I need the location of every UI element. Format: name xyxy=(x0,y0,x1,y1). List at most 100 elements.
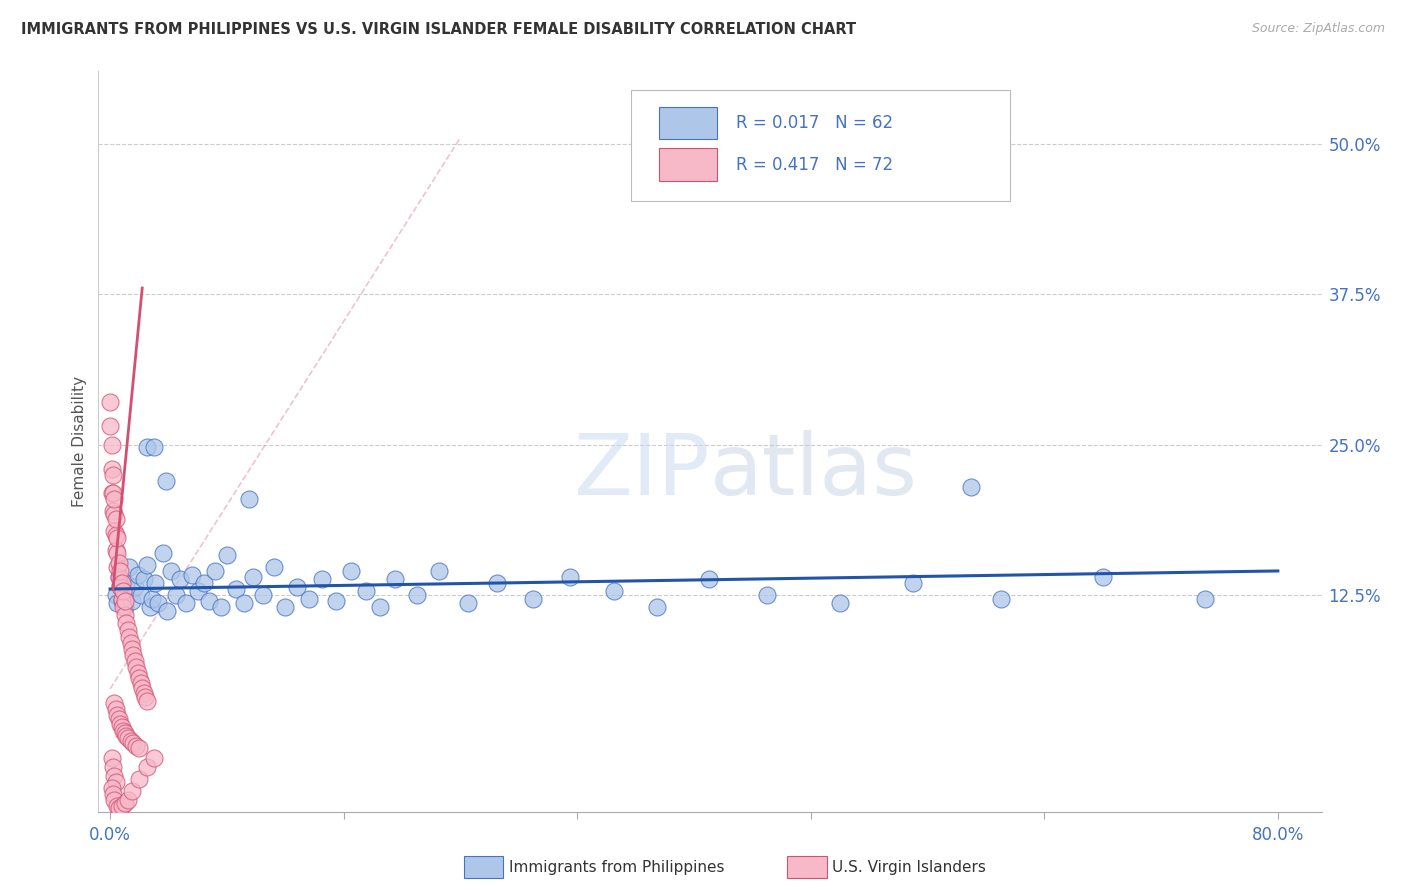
Point xyxy=(209,600,232,615)
Point xyxy=(111,594,134,608)
Point xyxy=(100,461,122,475)
Text: IMMIGRANTS FROM PHILIPPINES VS U.S. VIRGIN ISLANDER FEMALE DISABILITY CORRELATIO: IMMIGRANTS FROM PHILIPPINES VS U.S. VIRG… xyxy=(21,22,856,37)
Point xyxy=(103,524,125,539)
Point xyxy=(165,588,187,602)
FancyBboxPatch shape xyxy=(658,107,717,139)
Point xyxy=(101,787,124,801)
Point xyxy=(132,573,155,587)
Point xyxy=(131,681,153,695)
Point xyxy=(118,560,141,574)
Point xyxy=(215,549,238,563)
Point xyxy=(108,712,131,726)
Point xyxy=(252,588,274,602)
Point xyxy=(114,608,136,623)
Point xyxy=(112,584,135,599)
Text: R = 0.417   N = 72: R = 0.417 N = 72 xyxy=(735,155,893,174)
Point xyxy=(368,600,391,615)
Point xyxy=(124,654,146,668)
Point xyxy=(128,772,150,787)
Point xyxy=(105,560,128,574)
Point xyxy=(129,676,152,690)
Point xyxy=(121,594,143,608)
Point xyxy=(340,564,363,578)
Point xyxy=(104,774,127,789)
Point xyxy=(135,760,157,774)
Point xyxy=(114,600,136,615)
Point xyxy=(274,600,297,615)
Point xyxy=(104,702,127,716)
Point xyxy=(111,798,134,813)
Point xyxy=(111,591,134,606)
Point xyxy=(112,584,135,599)
Point xyxy=(117,623,139,637)
Point xyxy=(104,528,127,542)
Point xyxy=(238,491,260,506)
Text: Source: ZipAtlas.com: Source: ZipAtlas.com xyxy=(1251,22,1385,36)
Point xyxy=(325,594,347,608)
Point xyxy=(152,546,174,560)
Text: Immigrants from Philippines: Immigrants from Philippines xyxy=(509,860,724,874)
Point xyxy=(98,419,121,434)
Point xyxy=(135,558,157,572)
Point xyxy=(105,597,128,611)
Point xyxy=(122,736,145,750)
Point xyxy=(111,721,134,735)
Point xyxy=(1091,570,1114,584)
Point xyxy=(187,584,209,599)
Point xyxy=(485,576,508,591)
Point xyxy=(115,615,138,630)
Point xyxy=(263,560,285,574)
Point xyxy=(901,576,924,591)
Point xyxy=(124,580,146,594)
Point xyxy=(193,576,215,591)
Point xyxy=(112,600,135,615)
Point xyxy=(134,690,156,705)
Point xyxy=(160,564,183,578)
Point xyxy=(647,600,669,615)
Point xyxy=(110,578,132,592)
Point xyxy=(105,798,128,813)
Point xyxy=(101,760,124,774)
Point xyxy=(110,580,132,594)
Point xyxy=(103,769,125,783)
Point xyxy=(242,570,264,584)
Point xyxy=(120,733,142,747)
Point xyxy=(960,480,983,494)
Text: ZIP: ZIP xyxy=(574,430,710,513)
Point xyxy=(142,440,165,454)
Point xyxy=(142,750,165,764)
Point xyxy=(225,582,247,596)
Point xyxy=(103,508,125,522)
Point xyxy=(110,564,132,578)
Point xyxy=(198,594,221,608)
Point xyxy=(354,584,377,599)
Point xyxy=(108,801,131,815)
Point xyxy=(755,588,778,602)
Point xyxy=(128,740,150,755)
Point xyxy=(121,784,143,798)
Point xyxy=(117,731,139,746)
Point xyxy=(108,556,131,570)
Point xyxy=(135,440,157,454)
Point xyxy=(132,685,155,699)
Point xyxy=(180,567,202,582)
Point xyxy=(103,697,125,711)
Point xyxy=(558,570,581,584)
Point xyxy=(384,573,406,587)
Point xyxy=(101,504,124,518)
Point xyxy=(103,793,125,807)
Point xyxy=(204,564,226,578)
Point xyxy=(156,604,179,618)
Point xyxy=(285,580,308,594)
Point xyxy=(114,726,136,740)
Point xyxy=(129,588,152,602)
Point xyxy=(143,576,166,591)
Point xyxy=(105,546,128,560)
Text: R = 0.017   N = 62: R = 0.017 N = 62 xyxy=(735,114,893,132)
Point xyxy=(697,573,720,587)
Point xyxy=(1194,591,1216,606)
Point xyxy=(457,597,479,611)
Point xyxy=(105,708,128,723)
Point xyxy=(125,660,148,674)
Point xyxy=(115,576,138,591)
